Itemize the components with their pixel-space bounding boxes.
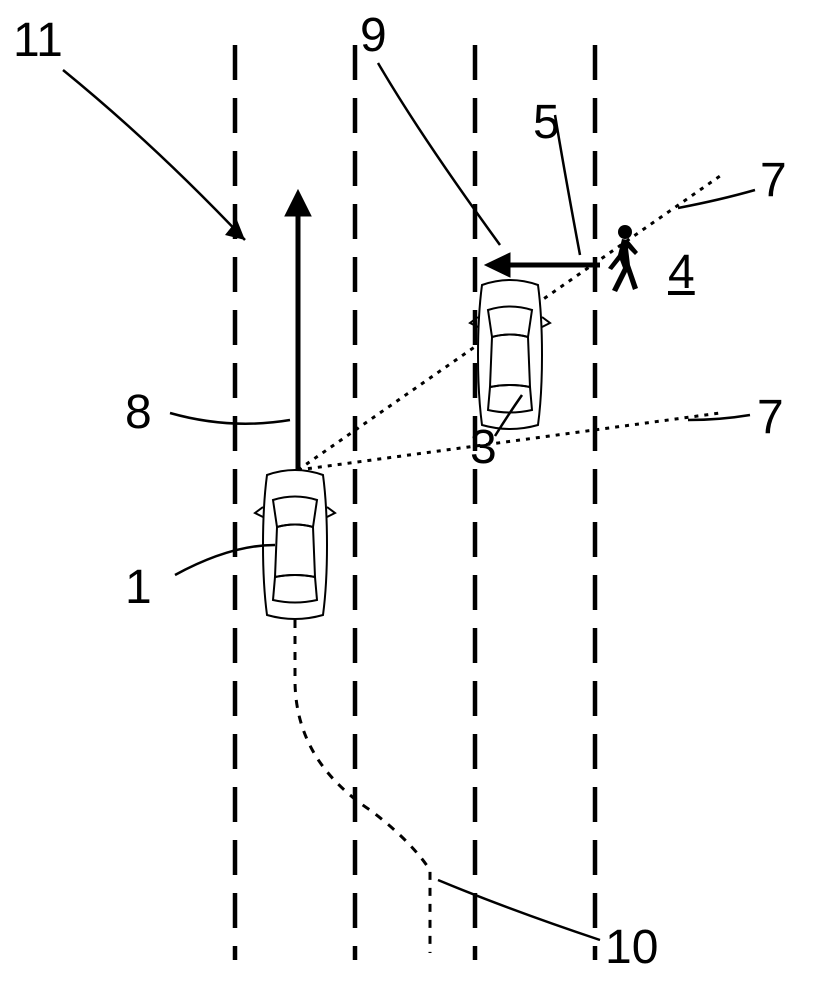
label-7-bottom: 7 [757, 390, 784, 445]
label-4: 4 [668, 245, 695, 300]
ego-arrow [285, 190, 311, 470]
label-5: 5 [533, 95, 560, 150]
label-8: 8 [125, 385, 152, 440]
ego-trajectory [295, 620, 430, 953]
label-3: 3 [470, 420, 497, 475]
label-11: 11 [13, 13, 63, 68]
pedestrian-arrow [485, 253, 600, 277]
other-vehicle [470, 280, 550, 429]
label-7-top: 7 [760, 153, 787, 208]
label-9: 9 [360, 8, 387, 63]
leader-lines [63, 63, 755, 940]
label-10: 10 [605, 920, 658, 975]
pedestrian-icon [608, 225, 638, 292]
label-1: 1 [125, 560, 152, 615]
